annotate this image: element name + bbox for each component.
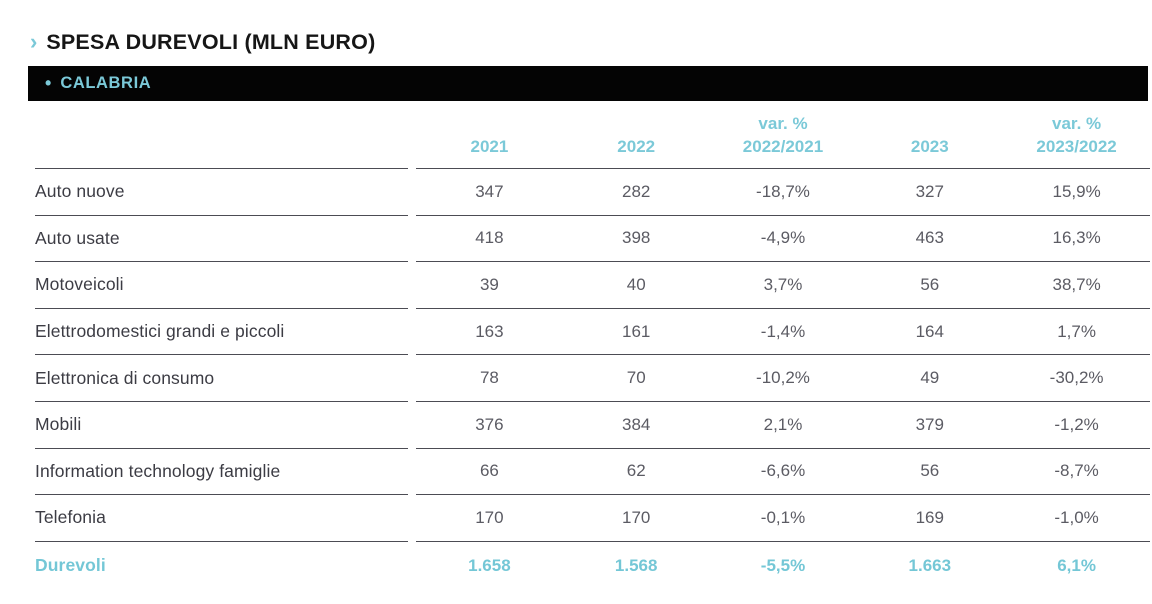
value-cell: 56 (920, 274, 940, 294)
chevron-right-icon: › (30, 28, 38, 54)
value-cell: -5,5% (760, 555, 806, 575)
value-cell: 384 (622, 414, 651, 434)
row-values: 66 62 -6,6% 56 -8,7% (416, 449, 1150, 496)
row-label: Motoveicoli (35, 262, 408, 309)
value-cell: 56 (920, 461, 940, 481)
spesa-durevoli-table: 2021 2022 var. % 2022/2021 2023 var. % 2… (35, 112, 1150, 590)
row-label: Telefonia (35, 495, 408, 542)
column-header-2021: 2021 (470, 137, 509, 157)
value-cell: -8,7% (1054, 461, 1099, 481)
value-cell: -10,2% (756, 368, 810, 388)
value-cell: 170 (622, 507, 651, 527)
column-gap (408, 216, 416, 263)
page-title: SPESA DUREVOLI (MLN EURO) (46, 30, 376, 54)
row-label: Durevoli (35, 555, 106, 576)
value-cell: 6,1% (1057, 555, 1096, 575)
row-values: 163 161 -1,4% 164 1,7% (416, 309, 1150, 356)
row-values: 376 384 2,1% 379 -1,2% (416, 402, 1150, 449)
value-cell: 15,9% (1052, 181, 1101, 201)
value-cell: 169 (915, 507, 944, 527)
value-cell: 39 (479, 274, 499, 294)
value-cell: 161 (622, 321, 651, 341)
value-cell: 282 (622, 181, 651, 201)
value-cell: 70 (626, 368, 646, 388)
value-cell: -1,0% (1054, 507, 1099, 527)
column-gap (408, 169, 416, 216)
value-cell: -0,1% (760, 507, 806, 527)
table-row: Telefonia 170 170 -0,1% 169 -1,0% (35, 495, 1150, 542)
value-cell: -1,4% (760, 321, 806, 341)
table-row: Elettronica di consumo 78 70 -10,2% 49 -30,2% (35, 355, 1150, 402)
table-row: Information technology famiglie 66 62 -6,6%… (35, 449, 1150, 496)
value-cell: -1,2% (1054, 414, 1099, 434)
table-row: Auto nuove 347 282 -18,7% 327 15,9% (35, 169, 1150, 216)
row-label: Elettrodomestici grandi e piccoli (35, 309, 408, 356)
column-header-2022: 2022 (617, 137, 656, 157)
value-cell: -6,6% (760, 461, 806, 481)
value-cell: 1,7% (1057, 321, 1096, 341)
region-name: CALABRIA (60, 74, 152, 92)
region-header-bar: • CALABRIA (28, 66, 1148, 101)
column-header-var-2023-2022: var. % 2023/2022 (1036, 114, 1117, 157)
value-cell: 327 (915, 181, 944, 201)
row-values: 1.658 1.568 -5,5% 1.663 6,1% (416, 542, 1150, 590)
header-label-spacer (35, 112, 408, 169)
value-cell: 418 (475, 228, 504, 248)
value-cell: 379 (915, 414, 944, 434)
row-values: 170 170 -0,1% 169 -1,0% (416, 495, 1150, 542)
value-cell: 1.568 (614, 555, 658, 575)
value-cell: 2,1% (763, 414, 803, 434)
header-columns: 2021 2022 var. % 2022/2021 2023 var. % 2… (416, 112, 1150, 169)
row-values: 418 398 -4,9% 463 16,3% (416, 216, 1150, 263)
value-cell: 1.658 (468, 555, 511, 575)
value-cell: 376 (475, 414, 504, 434)
bullet-icon: • (45, 72, 52, 93)
row-label: Mobili (35, 402, 408, 449)
table-row: Auto usate 418 398 -4,9% 463 16,3% (35, 216, 1150, 263)
value-cell: 164 (915, 321, 944, 341)
value-cell: 398 (622, 228, 651, 248)
row-label: Information technology famiglie (35, 449, 408, 496)
table-row: Motoveicoli 39 40 3,7% 56 38,7% (35, 262, 1150, 309)
value-cell: 3,7% (763, 274, 803, 294)
column-gap (408, 309, 416, 356)
column-gap (408, 495, 416, 542)
value-cell: 66 (479, 461, 499, 481)
row-label: Auto usate (35, 216, 408, 263)
column-header-2023: 2023 (910, 137, 949, 157)
value-cell: 49 (920, 368, 940, 388)
value-cell: 463 (915, 228, 944, 248)
column-gap (408, 402, 416, 449)
value-cell: -4,9% (760, 228, 806, 248)
row-label: Elettronica di consumo (35, 355, 408, 402)
column-gap (408, 542, 416, 590)
value-cell: -30,2% (1049, 368, 1104, 388)
value-cell: 78 (479, 368, 499, 388)
value-cell: 170 (475, 507, 504, 527)
table-total-row: Durevoli 1.658 1.568 -5,5% 1.663 6,1% (35, 542, 1150, 590)
value-cell: 163 (475, 321, 504, 341)
column-gap (408, 449, 416, 496)
page-title-row: › SPESA DUREVOLI (MLN EURO) (30, 30, 375, 55)
value-cell: 347 (475, 181, 504, 201)
value-cell: 38,7% (1052, 274, 1101, 294)
column-header-var-2022-2021: var. % 2022/2021 (742, 114, 824, 157)
table-header-row: 2021 2022 var. % 2022/2021 2023 var. % 2… (35, 112, 1150, 169)
row-label: Auto nuove (35, 169, 408, 216)
column-gap (408, 262, 416, 309)
column-gap (408, 112, 416, 169)
row-values: 39 40 3,7% 56 38,7% (416, 262, 1150, 309)
value-cell: 1.663 (908, 555, 952, 575)
row-values: 347 282 -18,7% 327 15,9% (416, 169, 1150, 216)
value-cell: 40 (626, 274, 646, 294)
table-rows: Auto nuove 347 282 -18,7% 327 15,9% Auto usate… (35, 169, 1150, 590)
value-cell: -18,7% (756, 181, 810, 201)
row-values: 78 70 -10,2% 49 -30,2% (416, 355, 1150, 402)
column-gap (408, 355, 416, 402)
table-row: Elettrodomestici grandi e piccoli 163 161 -… (35, 309, 1150, 356)
value-cell: 62 (626, 461, 646, 481)
table-row: Mobili 376 384 2,1% 379 -1,2% (35, 402, 1150, 449)
value-cell: 16,3% (1052, 228, 1101, 248)
